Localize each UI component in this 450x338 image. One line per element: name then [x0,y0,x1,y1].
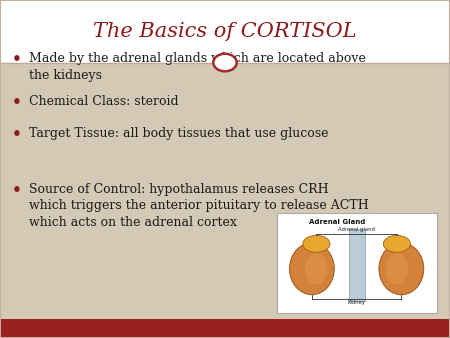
Text: Source of Control: hypothalamus releases CRH
which triggers the anterior pituita: Source of Control: hypothalamus releases… [29,183,369,228]
Bar [0,319,450,338]
Text: •: • [12,95,22,110]
Bar [348,229,364,301]
Ellipse shape [379,243,424,295]
Text: Adrenal gland: Adrenal gland [338,227,375,232]
Text: Made by the adrenal glands which are located above
the kidneys: Made by the adrenal glands which are loc… [29,52,366,82]
Ellipse shape [289,243,334,295]
Circle shape [213,54,237,71]
Ellipse shape [386,253,408,285]
Text: Target Tissue: all body tissues that use glucose: Target Tissue: all body tissues that use… [29,127,329,140]
Ellipse shape [383,235,410,252]
Bar [277,213,436,313]
Text: Chemical Class: steroid: Chemical Class: steroid [29,95,179,107]
Bar [0,0,450,63]
Text: The Basics of CORTISOL: The Basics of CORTISOL [93,22,357,41]
Text: Kidney: Kidney [347,300,365,305]
Ellipse shape [305,253,328,285]
Text: •: • [12,183,22,197]
Text: •: • [12,127,22,142]
Ellipse shape [303,235,330,252]
Text: •: • [12,52,22,67]
Bar [0,63,450,319]
Text: Adrenal Gland: Adrenal Gland [309,219,366,225]
